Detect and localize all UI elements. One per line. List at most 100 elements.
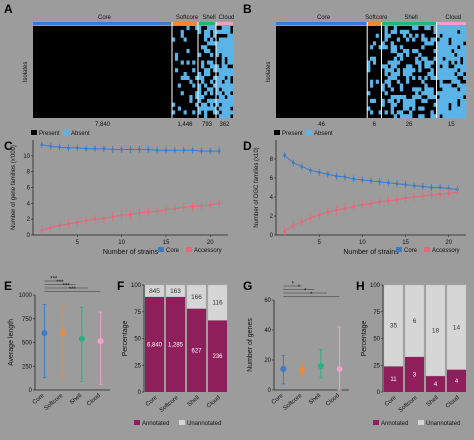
- legend-label-present: Present: [282, 131, 303, 137]
- absent-cell: [421, 56, 425, 61]
- absent-cell: [192, 83, 196, 88]
- data-point-core: [111, 148, 115, 151]
- absent-cell: [227, 72, 231, 77]
- data-point-accessory: [335, 208, 338, 212]
- absent-cell: [421, 98, 425, 103]
- absent-cell: [463, 83, 467, 88]
- absent-cell: [402, 29, 407, 34]
- absent-cell: [402, 49, 407, 54]
- absent-cell: [409, 72, 413, 77]
- absent-cell: [445, 95, 449, 100]
- absent-cell: [216, 102, 220, 107]
- absent-cell: [463, 56, 467, 61]
- y-tick-label: 8: [27, 170, 31, 176]
- absent-cell: [198, 26, 202, 31]
- absent-cell: [448, 72, 452, 77]
- absent-cell: [463, 102, 467, 107]
- absent-cell: [399, 114, 404, 119]
- absent-cell: [457, 79, 461, 84]
- absent-cell: [218, 37, 222, 42]
- absent-cell: [387, 75, 391, 80]
- absent-cell: [445, 83, 449, 88]
- absent-cell: [207, 49, 211, 54]
- absent-cell: [421, 79, 425, 84]
- absent-cell: [227, 87, 231, 92]
- absent-cell: [457, 52, 461, 57]
- absent-cell: [390, 87, 394, 92]
- absent-cell: [207, 26, 211, 31]
- absent-cell: [195, 91, 199, 96]
- data-point-core: [326, 172, 330, 176]
- data-point-core: [93, 147, 97, 151]
- absent-cell: [396, 110, 401, 115]
- y-axis-label: Percentage: [122, 320, 129, 356]
- absent-cell: [198, 95, 202, 100]
- absent-cell: [442, 37, 446, 42]
- absent-cell: [451, 106, 455, 111]
- absent-cell: [445, 102, 449, 107]
- absent-cell: [451, 33, 455, 38]
- absent-cell: [390, 41, 394, 46]
- absent-cell: [451, 98, 455, 103]
- absent-cell: [204, 91, 208, 96]
- data-point-core: [283, 153, 287, 157]
- x-tick-label: 10: [359, 240, 366, 246]
- absent-cell: [454, 102, 458, 107]
- absent-cell: [216, 45, 220, 50]
- absent-cell: [439, 72, 443, 77]
- panel-letter-b: B: [243, 2, 252, 16]
- y-axis-label: Isolates: [23, 62, 29, 83]
- absent-cell: [412, 75, 416, 80]
- panel-letter-g: G: [243, 279, 252, 293]
- absent-cell: [409, 33, 413, 38]
- absent-cell: [424, 98, 428, 103]
- absent-cell: [436, 33, 440, 38]
- data-point-core: [317, 170, 321, 174]
- absent-cell: [180, 33, 184, 38]
- absent-cell: [204, 83, 208, 88]
- absent-cell: [439, 83, 443, 88]
- absent-cell: [439, 52, 443, 57]
- x-tick-label: 20: [445, 240, 452, 246]
- absent-cell: [186, 60, 190, 65]
- y-tick-label: 25: [373, 363, 380, 369]
- bar-annotated-softcore: [166, 296, 185, 392]
- absent-cell: [195, 95, 199, 100]
- absent-cell: [451, 37, 455, 42]
- absent-cell: [204, 106, 208, 111]
- absent-cell: [213, 98, 217, 103]
- x-tick-label: 15: [163, 240, 170, 246]
- data-point-accessory: [67, 222, 70, 226]
- data-point-accessory: [93, 217, 97, 221]
- absent-cell: [405, 52, 410, 57]
- absent-cell: [418, 106, 422, 111]
- absent-cell: [390, 64, 394, 69]
- y-axis-label: Number of genes: [247, 318, 254, 372]
- absent-cell: [439, 102, 443, 107]
- absent-cell: [230, 87, 234, 92]
- category-count-shell: 793: [202, 122, 213, 128]
- data-point-core: [191, 148, 194, 152]
- absent-cell: [201, 45, 205, 50]
- significance-label: *: [292, 282, 295, 288]
- absent-cell: [457, 26, 461, 31]
- absent-cell: [213, 110, 217, 115]
- absent-cell: [405, 64, 410, 69]
- absent-cell: [218, 91, 222, 96]
- absent-cell: [409, 98, 413, 103]
- absent-cell: [186, 75, 190, 80]
- absent-cell: [221, 75, 225, 80]
- absent-cell: [424, 56, 428, 61]
- panel-letter-d: D: [243, 139, 252, 153]
- absent-cell: [433, 29, 437, 34]
- data-point-core: [217, 149, 221, 153]
- absent-cell: [460, 41, 464, 46]
- absent-cell: [381, 45, 385, 50]
- absent-cell: [177, 83, 181, 88]
- category-count-core: 46: [318, 122, 325, 128]
- legend-label-accessory: Accessory: [432, 248, 460, 254]
- absent-cell: [230, 72, 234, 77]
- absent-cell: [433, 102, 437, 107]
- absent-cell: [207, 41, 211, 46]
- absent-cell: [227, 60, 231, 65]
